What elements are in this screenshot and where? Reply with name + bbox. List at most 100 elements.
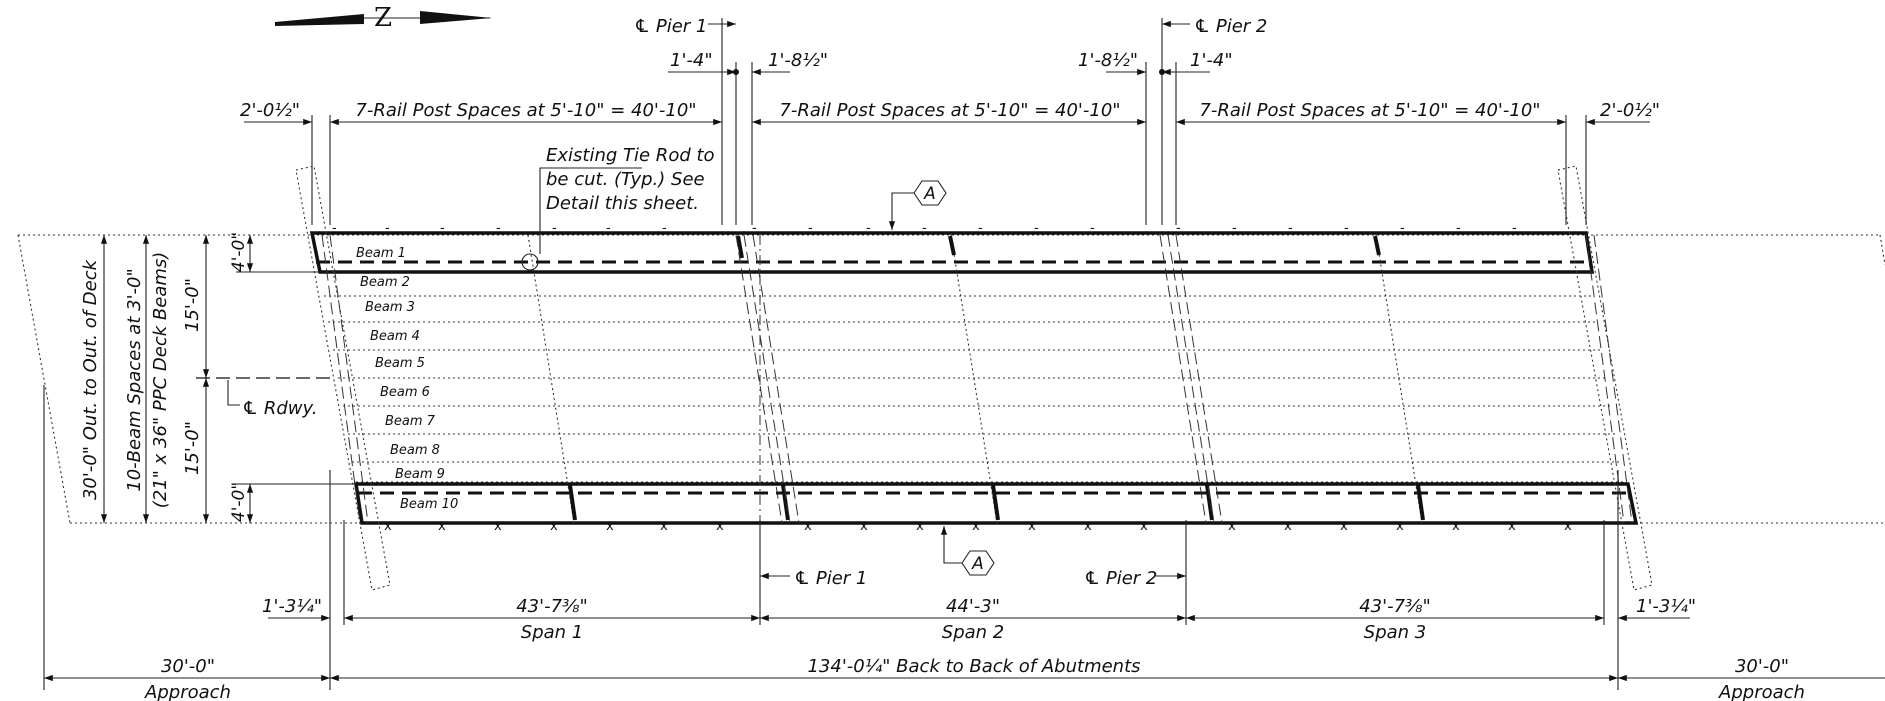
approach-right-label: Approach xyxy=(1718,682,1805,701)
svg-text:x: x xyxy=(384,519,392,534)
svg-text:x: x xyxy=(660,519,668,534)
beam-1-outline xyxy=(309,231,1595,274)
span-3-length: 43'-7⅜" xyxy=(1359,596,1431,617)
bottom-dimensions: ℄ Pier 1 ℄ Pier 2 1'-3¼" 43'-7⅜" 44'-3" … xyxy=(43,385,1885,701)
north-arrow: Z xyxy=(275,3,492,33)
svg-text:-: - xyxy=(1400,221,1405,236)
beam-label-8: Beam 8 xyxy=(390,443,440,458)
beam-label-2: Beam 2 xyxy=(360,275,410,290)
overall-length: 134'-0¼" Back to Back of Abutments xyxy=(807,656,1140,677)
section-tag-bottom-label: A xyxy=(971,554,984,574)
beam-label-1: Beam 1 xyxy=(356,246,406,261)
svg-text:x: x xyxy=(1284,519,1292,534)
beam-lines xyxy=(320,271,1624,483)
svg-text:x: x xyxy=(716,519,724,534)
beam-labels: Beam 1 Beam 2 Beam 3 Beam 4 Beam 5 Beam … xyxy=(356,246,458,512)
rail-spaces-span-3: 7-Rail Post Spaces at 5'-10" = 40'-10" xyxy=(1199,100,1540,121)
svg-text:-: - xyxy=(922,221,927,236)
span-1-label: Span 1 xyxy=(521,622,583,643)
approach-left-length: 30'-0" xyxy=(161,656,215,677)
tie-rod-lines xyxy=(527,234,1423,524)
svg-text:-: - xyxy=(1512,221,1517,236)
svg-text:x: x xyxy=(1564,519,1572,534)
svg-text:-: - xyxy=(1176,221,1181,236)
svg-text:-: - xyxy=(332,221,337,236)
svg-text:-: - xyxy=(552,221,557,236)
section-tag-top: A xyxy=(888,180,947,230)
roadway-centerline-label: ℄ Rdwy. xyxy=(242,398,318,419)
svg-text:-: - xyxy=(1090,221,1095,236)
pier-1-left-offset: 1'-4" xyxy=(670,50,713,71)
abutment-left xyxy=(295,165,391,591)
svg-text:-: - xyxy=(385,221,390,236)
svg-text:-: - xyxy=(866,221,871,236)
end-offset-right: 2'-0½" xyxy=(1600,100,1660,121)
pier-1-right-offset: 1'-8½" xyxy=(768,50,828,71)
svg-text:-: - xyxy=(978,221,983,236)
pier-1-lines xyxy=(735,234,800,590)
svg-text:x: x xyxy=(1396,519,1404,534)
edge-width-bottom-dim: 4'-0" xyxy=(229,482,249,522)
end-bearing-left-dim: 1'-3¼" xyxy=(262,596,322,617)
svg-text:x: x xyxy=(1228,519,1236,534)
svg-text:x: x xyxy=(438,519,446,534)
beam-label-9: Beam 9 xyxy=(395,467,445,482)
span-1-length: 43'-7⅜" xyxy=(516,596,588,617)
beam-label-7: Beam 7 xyxy=(385,414,436,429)
svg-text:x: x xyxy=(1508,519,1516,534)
beam-label-10: Beam 10 xyxy=(400,497,458,512)
tie-rod-note-line-2: be cut. (Typ.) See xyxy=(546,169,705,190)
approach-left-label: Approach xyxy=(144,682,231,701)
half-width-bottom-dim: 15'-0" xyxy=(182,421,203,475)
svg-text:-: - xyxy=(1034,221,1039,236)
pier-1-bottom-label: ℄ Pier 1 xyxy=(794,568,867,589)
svg-text:x: x xyxy=(804,519,812,534)
svg-text:-: - xyxy=(752,221,757,236)
edge-width-top-dim: 4'-0" xyxy=(229,232,249,272)
svg-text:-: - xyxy=(606,221,611,236)
svg-text:x: x xyxy=(550,519,558,534)
beam-type-note: (21" x 36" PPC Deck Beams) xyxy=(150,252,171,509)
tie-rod-note: Existing Tie Rod to be cut. (Typ.) See D… xyxy=(539,145,715,254)
pier-2-top-label: ℄ Pier 2 xyxy=(1194,16,1267,37)
svg-text:x: x xyxy=(916,519,924,534)
left-dimensions: 30'-0" Out. to Out. of Deck 10-Beam Spac… xyxy=(80,232,356,523)
beam-label-4: Beam 4 xyxy=(370,329,420,344)
section-tag-bottom: A xyxy=(940,526,995,576)
span-2-length: 44'-3" xyxy=(946,596,1000,617)
svg-text:x: x xyxy=(972,519,980,534)
svg-text:-: - xyxy=(440,221,445,236)
rail-spaces-span-1: 7-Rail Post Spaces at 5'-10" = 40'-10" xyxy=(355,100,696,121)
pier-2-right-offset: 1'-4" xyxy=(1190,50,1233,71)
beam-spaces-dim: 10-Beam Spaces at 3'-0" xyxy=(124,268,145,492)
svg-text:-: - xyxy=(496,221,501,236)
svg-text:-: - xyxy=(808,221,813,236)
rail-posts-bottom: x x x x x x x x x x x x x x x x x x x x … xyxy=(384,519,1572,534)
pier-2-bottom-label: ℄ Pier 2 xyxy=(1084,568,1157,589)
rail-spaces-span-2: 7-Rail Post Spaces at 5'-10" = 40'-10" xyxy=(779,100,1120,121)
beam-label-6: Beam 6 xyxy=(380,385,430,400)
top-dimensions: ℄ Pier 1 ℄ Pier 2 1'-4" 1'-8½" 1'-8½" 1'… xyxy=(240,16,1660,225)
section-tag-top-label: A xyxy=(923,184,936,204)
svg-text:-: - xyxy=(1232,221,1237,236)
deck-width-dim: 30'-0" Out. to Out. of Deck xyxy=(80,258,101,500)
span-3-label: Span 3 xyxy=(1364,622,1426,643)
svg-text:-: - xyxy=(662,221,667,236)
end-bearing-right-dim: 1'-3¼" xyxy=(1636,596,1696,617)
pier-2-left-offset: 1'-8½" xyxy=(1078,50,1138,71)
abutment-right xyxy=(1557,165,1653,591)
svg-text:-: - xyxy=(1456,221,1461,236)
svg-text:x: x xyxy=(1140,519,1148,534)
rail-posts-top: - - - - - - - - - - - - - - - - - - - - … xyxy=(332,221,1517,236)
svg-text:-: - xyxy=(1288,221,1293,236)
svg-text:x: x xyxy=(494,519,502,534)
beam-label-3: Beam 3 xyxy=(365,300,415,315)
tie-rod-note-line-3: Detail this sheet. xyxy=(546,193,699,214)
svg-text:x: x xyxy=(1028,519,1036,534)
svg-text:x: x xyxy=(1084,519,1092,534)
end-offset-left: 2'-0½" xyxy=(240,100,300,121)
approach-right-length: 30'-0" xyxy=(1735,656,1789,677)
beam-label-5: Beam 5 xyxy=(375,356,425,371)
svg-text:-: - xyxy=(1344,221,1349,236)
